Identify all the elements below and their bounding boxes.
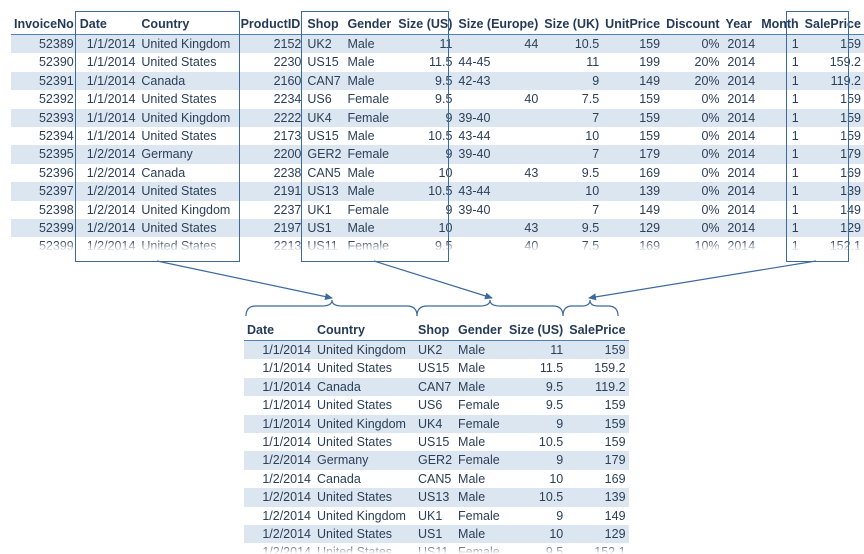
result-cell-saleprice: 152.1 bbox=[566, 543, 628, 554]
result-header-size-us: Size (US) bbox=[506, 320, 566, 341]
result-header-gender: Gender bbox=[455, 320, 506, 341]
result-cell-shop: US6 bbox=[415, 396, 455, 414]
result-cell-date: 1/1/2014 bbox=[244, 415, 314, 433]
result-row: 1/1/2014 United States US15 Male 11.5 159.2 bbox=[244, 359, 629, 377]
result-cell-saleprice: 159 bbox=[566, 341, 628, 360]
result-cell-date: 1/2/2014 bbox=[244, 488, 314, 506]
result-cell-country: United Kingdom bbox=[314, 341, 415, 360]
result-cell-date: 1/2/2014 bbox=[244, 507, 314, 525]
result-cell-date: 1/2/2014 bbox=[244, 451, 314, 469]
result-cell-saleprice: 179 bbox=[566, 451, 628, 469]
result-row: 1/1/2014 United Kingdom UK2 Male 11 159 bbox=[244, 341, 629, 360]
result-cell-date: 1/1/2014 bbox=[244, 378, 314, 396]
result-cell-date: 1/2/2014 bbox=[244, 543, 314, 554]
result-cell-shop: US15 bbox=[415, 433, 455, 451]
result-row: 1/2/2014 United States US11 Female 9.5 152.1 bbox=[244, 543, 629, 554]
result-cell-size-us: 9.5 bbox=[506, 543, 566, 554]
result-cell-gender: Male bbox=[455, 378, 506, 396]
result-cell-shop: UK4 bbox=[415, 415, 455, 433]
result-cell-saleprice: 139 bbox=[566, 488, 628, 506]
result-cell-gender: Female bbox=[455, 396, 506, 414]
result-cell-size-us: 9.5 bbox=[506, 378, 566, 396]
result-cell-shop: US15 bbox=[415, 359, 455, 377]
result-cell-saleprice: 149 bbox=[566, 507, 628, 525]
result-cell-gender: Female bbox=[455, 543, 506, 554]
result-cell-gender: Male bbox=[455, 359, 506, 377]
result-cell-saleprice: 169 bbox=[566, 470, 628, 488]
result-cell-saleprice: 119.2 bbox=[566, 378, 628, 396]
result-cell-country: United Kingdom bbox=[314, 415, 415, 433]
result-cell-saleprice: 129 bbox=[566, 525, 628, 543]
result-cell-shop: CAN7 bbox=[415, 378, 455, 396]
result-table-header-row: Date Country Shop Gender Size (US) SalePrice bbox=[244, 320, 629, 341]
result-cell-size-us: 10.5 bbox=[506, 488, 566, 506]
result-cell-size-us: 9.5 bbox=[506, 396, 566, 414]
result-cell-shop: UK1 bbox=[415, 507, 455, 525]
result-cell-date: 1/1/2014 bbox=[244, 433, 314, 451]
result-cell-country: United States bbox=[314, 488, 415, 506]
result-cell-saleprice: 159 bbox=[566, 433, 628, 451]
result-cell-gender: Male bbox=[455, 341, 506, 360]
result-row: 1/1/2014 United States US6 Female 9.5 159 bbox=[244, 396, 629, 414]
result-cell-date: 1/1/2014 bbox=[244, 341, 314, 360]
result-row: 1/1/2014 United Kingdom UK4 Female 9 159 bbox=[244, 415, 629, 433]
result-cell-shop: CAN5 bbox=[415, 470, 455, 488]
result-cell-gender: Female bbox=[455, 451, 506, 469]
result-cell-size-us: 9 bbox=[506, 507, 566, 525]
result-cell-gender: Female bbox=[455, 415, 506, 433]
result-cell-country: United States bbox=[314, 525, 415, 543]
result-cell-size-us: 10 bbox=[506, 470, 566, 488]
result-header-saleprice: SalePrice bbox=[566, 320, 628, 341]
result-cell-country: United States bbox=[314, 359, 415, 377]
result-cell-country: United States bbox=[314, 433, 415, 451]
result-cell-gender: Male bbox=[455, 488, 506, 506]
result-cell-date: 1/1/2014 bbox=[244, 396, 314, 414]
result-cell-size-us: 10 bbox=[506, 525, 566, 543]
result-row: 1/2/2014 United States US13 Male 10.5 139 bbox=[244, 488, 629, 506]
result-cell-gender: Male bbox=[455, 470, 506, 488]
result-cell-size-us: 9 bbox=[506, 415, 566, 433]
result-cell-shop: GER2 bbox=[415, 451, 455, 469]
result-cell-saleprice: 159 bbox=[566, 396, 628, 414]
result-cell-saleprice: 159 bbox=[566, 415, 628, 433]
result-cell-country: Canada bbox=[314, 470, 415, 488]
result-cell-shop: US11 bbox=[415, 543, 455, 554]
result-cell-country: Germany bbox=[314, 451, 415, 469]
result-cell-size-us: 10.5 bbox=[506, 433, 566, 451]
result-cell-date: 1/1/2014 bbox=[244, 359, 314, 377]
result-cell-saleprice: 159.2 bbox=[566, 359, 628, 377]
result-row: 1/2/2014 United States US1 Male 10 129 bbox=[244, 525, 629, 543]
result-cell-shop: US1 bbox=[415, 525, 455, 543]
result-cell-date: 1/2/2014 bbox=[244, 525, 314, 543]
result-cell-country: United States bbox=[314, 396, 415, 414]
result-row: 1/2/2014 United Kingdom UK1 Female 9 149 bbox=[244, 507, 629, 525]
result-cell-date: 1/2/2014 bbox=[244, 470, 314, 488]
result-cell-gender: Male bbox=[455, 433, 506, 451]
result-row: 1/1/2014 Canada CAN7 Male 9.5 119.2 bbox=[244, 378, 629, 396]
result-table: Date Country Shop Gender Size (US) SalePrice … bbox=[244, 320, 629, 554]
result-row: 1/2/2014 Germany GER2 Female 9 179 bbox=[244, 451, 629, 469]
result-cell-country: United States bbox=[314, 543, 415, 554]
result-cell-size-us: 9 bbox=[506, 451, 566, 469]
result-cell-size-us: 11 bbox=[506, 341, 566, 360]
result-cell-gender: Male bbox=[455, 525, 506, 543]
result-header-shop: Shop bbox=[415, 320, 455, 341]
result-cell-shop: UK2 bbox=[415, 341, 455, 360]
result-cell-country: United Kingdom bbox=[314, 507, 415, 525]
result-cell-gender: Female bbox=[455, 507, 506, 525]
result-row: 1/2/2014 Canada CAN5 Male 10 169 bbox=[244, 470, 629, 488]
result-cell-size-us: 11.5 bbox=[506, 359, 566, 377]
result-cell-country: Canada bbox=[314, 378, 415, 396]
result-header-date: Date bbox=[244, 320, 314, 341]
result-cell-shop: US13 bbox=[415, 488, 455, 506]
result-row: 1/1/2014 United States US15 Male 10.5 159 bbox=[244, 433, 629, 451]
result-header-country: Country bbox=[314, 320, 415, 341]
